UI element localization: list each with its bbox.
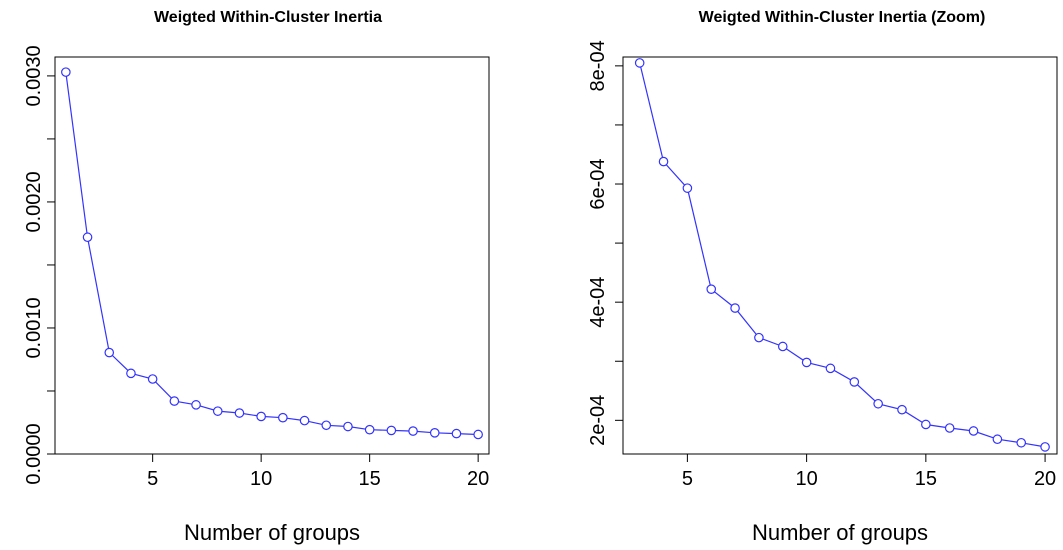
x-tick-label: 10 <box>795 468 817 490</box>
data-point <box>1016 437 1027 448</box>
data-point <box>897 404 907 415</box>
y-tick-label: 2e-04 <box>587 395 609 446</box>
data-point <box>658 156 669 167</box>
x-tick-label: 5 <box>682 468 693 490</box>
inertia-zoom-chart: Weigted Within-Cluster Inertia (Zoom) 5 1… <box>587 9 1058 545</box>
x-tick-label: 5 <box>147 468 158 490</box>
data-point <box>730 303 740 313</box>
data-point <box>364 424 375 435</box>
data-point <box>968 426 979 436</box>
y-axis: 2e-04 4e-04 6e-04 8e-04 <box>587 40 623 446</box>
plot-frame <box>622 56 1058 455</box>
data-point <box>256 411 266 422</box>
data-point <box>682 183 693 193</box>
x-axis: 5 10 15 20 <box>682 454 1056 490</box>
series-line <box>639 62 1046 448</box>
data-point <box>944 423 955 433</box>
data-point <box>706 284 717 294</box>
inertia-chart: Weigted Within-Cluster Inertia 5 10 15 20 0… <box>23 9 490 545</box>
x-tick-label: 15 <box>359 468 381 490</box>
data-point <box>82 232 93 243</box>
chart-title: Weigted Within-Cluster Inertia <box>154 9 382 26</box>
plot-frame <box>54 56 490 455</box>
data-point <box>234 408 245 418</box>
data-point <box>169 396 180 406</box>
x-tick-label: 20 <box>467 468 489 490</box>
data-point <box>408 426 418 436</box>
data-point <box>61 67 71 77</box>
y-tick-label: 0.0020 <box>23 171 45 232</box>
x-axis-label: Number of groups <box>752 520 928 545</box>
data-point <box>992 434 1003 445</box>
data-point <box>343 421 353 432</box>
data-point <box>634 58 645 68</box>
data-point <box>278 412 288 423</box>
y-axis: 0.0000 0.0010 0.0020 0.0030 <box>23 45 55 485</box>
data-point <box>873 398 883 409</box>
x-axis-label: Number of groups <box>184 520 360 545</box>
y-tick-label: 6e-04 <box>587 158 609 209</box>
x-axis: 5 10 15 20 <box>147 454 489 490</box>
data-point <box>849 377 860 387</box>
data-point <box>299 415 310 426</box>
x-tick-label: 10 <box>250 468 272 490</box>
data-point <box>321 420 332 431</box>
data-point <box>126 368 136 379</box>
data-point <box>801 357 812 368</box>
data-point <box>386 425 397 436</box>
data-point <box>473 429 483 440</box>
data-series <box>61 67 483 440</box>
x-tick-label: 15 <box>915 468 937 490</box>
data-point <box>104 347 115 358</box>
chart-title: Weigted Within-Cluster Inertia (Zoom) <box>699 9 986 26</box>
data-point <box>429 428 440 438</box>
y-tick-label: 4e-04 <box>587 277 609 328</box>
data-point <box>147 374 158 384</box>
data-series <box>634 58 1050 452</box>
y-tick-label: 0.0010 <box>23 297 45 358</box>
data-point <box>777 341 788 352</box>
y-tick-label: 0.0000 <box>23 423 45 484</box>
y-tick-label: 8e-04 <box>587 40 609 91</box>
data-point <box>921 419 931 430</box>
data-point <box>191 400 201 410</box>
data-point <box>825 363 836 374</box>
data-point <box>754 332 764 343</box>
series-line <box>65 72 479 436</box>
y-tick-label: 0.0030 <box>23 45 45 106</box>
data-point <box>451 428 462 439</box>
data-point <box>1040 442 1050 452</box>
x-tick-label: 20 <box>1034 468 1056 490</box>
data-point <box>212 406 223 416</box>
